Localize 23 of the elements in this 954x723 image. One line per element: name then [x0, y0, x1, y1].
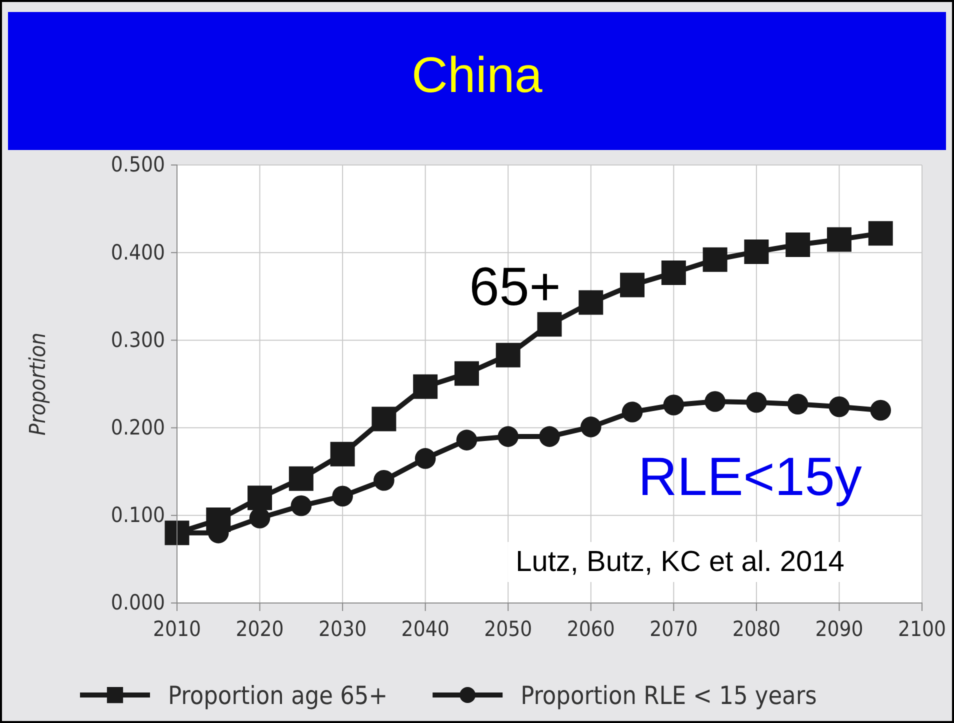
x-tick-label: 2050 [484, 616, 532, 641]
x-tick-label: 2100 [898, 616, 946, 641]
y-tick-label: 0.000 [110, 590, 165, 615]
legend-label: Proportion RLE < 15 years [520, 681, 817, 710]
x-tick-label: 2080 [732, 616, 780, 641]
y-tick-label: 0.100 [110, 503, 165, 528]
x-tick-label: 2070 [650, 616, 698, 641]
y-tick-label: 0.500 [110, 152, 165, 177]
x-tick-label: 2030 [318, 616, 367, 641]
x-tick-label: 2020 [236, 616, 284, 641]
y-tick-label: 0.400 [110, 240, 165, 264]
x-tick-label: 2060 [566, 616, 615, 641]
legend-label: Proportion age 65+ [168, 681, 388, 710]
annotation: RLE<15y [638, 447, 862, 507]
y-tick-label: 0.200 [110, 416, 165, 440]
chart-title: China [412, 47, 543, 103]
y-axis-title: Proportion [26, 332, 51, 436]
annotation: Lutz, Butz, KC et al. 2014 [516, 546, 844, 578]
x-tick-label: 2040 [401, 616, 450, 641]
x-tick-label: 2090 [815, 616, 864, 641]
y-tick-label: 0.300 [110, 328, 165, 352]
x-tick-label: 2010 [152, 616, 202, 641]
annotation: 65+ [469, 257, 561, 317]
